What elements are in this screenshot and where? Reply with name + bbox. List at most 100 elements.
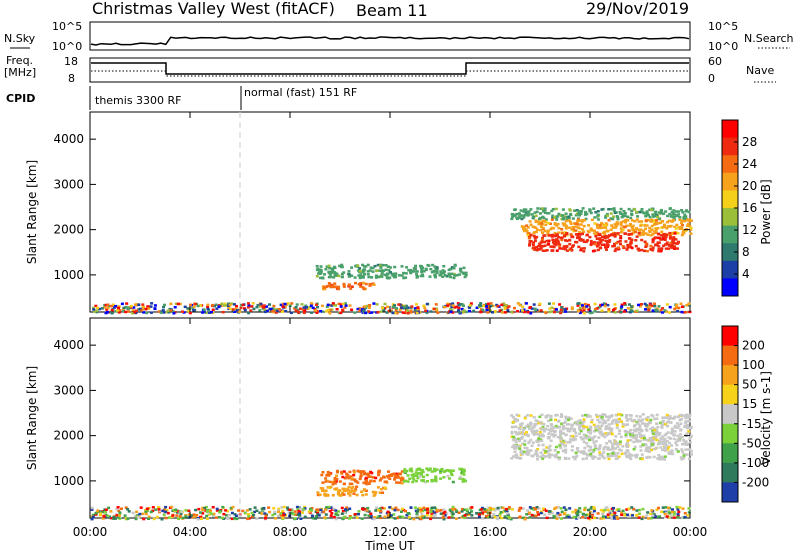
heatmap-cell (648, 436, 652, 440)
heatmap-cell (631, 226, 635, 229)
heatmap-cell (535, 440, 539, 443)
heatmap-cell (649, 208, 653, 212)
heatmap-cell (101, 517, 105, 520)
heatmap-cell (434, 477, 438, 480)
heatmap-cell (464, 273, 468, 277)
heatmap-cell (679, 433, 682, 436)
heatmap-cell (539, 207, 543, 210)
heatmap-cell (568, 514, 572, 517)
heatmap-cell (665, 413, 669, 417)
heatmap-cell (252, 514, 256, 517)
heatmap-cell (590, 311, 594, 315)
heatmap-cell (600, 208, 604, 211)
heatmap-cell (510, 457, 514, 460)
heatmap-cell (319, 511, 323, 515)
heatmap-cell (629, 232, 633, 236)
heatmap-cell (458, 268, 462, 272)
heatmap-cell (458, 475, 462, 479)
heatmap-cell (626, 423, 629, 426)
heatmap-cell (247, 311, 251, 315)
heatmap-cell (662, 423, 666, 426)
heatmap-cell (138, 512, 142, 516)
heatmap-cell (601, 509, 604, 512)
heatmap-cell (582, 247, 586, 250)
y-tick-label: 3000 (53, 177, 84, 191)
heatmap-cell (525, 446, 529, 450)
heatmap-cell (450, 473, 454, 477)
heatmap-cell (640, 453, 644, 456)
heatmap-cell (518, 216, 522, 219)
heatmap-cell (529, 423, 532, 427)
heatmap-cell (330, 270, 334, 273)
heatmap-cell (379, 266, 383, 269)
heatmap-cell (445, 275, 449, 278)
heatmap-cell (111, 303, 115, 306)
heatmap-cell (515, 413, 519, 417)
heatmap-cell (515, 456, 519, 459)
heatmap-cell (614, 447, 618, 450)
heatmap-cell (372, 517, 376, 521)
heatmap-cell (569, 220, 572, 224)
heatmap-cell (663, 238, 667, 241)
heatmap-cell (421, 516, 425, 520)
heatmap-cell (510, 310, 514, 314)
heatmap-cell (481, 517, 485, 520)
heatmap-cell (547, 512, 551, 516)
heatmap-cell (623, 232, 627, 235)
heatmap-cell (425, 311, 429, 315)
heatmap-cell (335, 274, 338, 277)
colorbar-tick-label: -100 (742, 456, 769, 470)
heatmap-cell (659, 234, 663, 237)
heatmap-cell (593, 435, 597, 438)
heatmap-cell (391, 507, 395, 511)
heatmap-cell (227, 304, 230, 307)
heatmap-cell (451, 512, 455, 516)
heatmap-cell (663, 223, 666, 226)
heatmap-cell (644, 214, 648, 218)
heatmap-cell (449, 469, 452, 472)
heatmap-cell (631, 231, 635, 235)
heatmap-cell (431, 510, 435, 513)
heatmap-cell (169, 309, 173, 312)
heatmap-cell (636, 215, 640, 218)
heatmap-cell (338, 489, 342, 492)
heatmap-cell (283, 306, 287, 309)
heatmap-cell (686, 514, 690, 517)
heatmap-cell (518, 515, 522, 518)
heatmap-cell (510, 212, 514, 216)
heatmap-cell (579, 238, 583, 241)
heatmap-cell (613, 249, 617, 253)
heatmap-cell (670, 432, 674, 435)
heatmap-cell (534, 514, 538, 518)
heatmap-cell (400, 507, 404, 511)
heatmap-cell (564, 451, 568, 454)
heatmap-cell (661, 307, 665, 310)
heatmap-cell (118, 511, 122, 514)
heatmap-cell (362, 472, 366, 476)
heatmap-cell (554, 418, 557, 422)
heatmap-cell (449, 470, 453, 474)
heatmap-cell (416, 476, 420, 480)
heatmap-cell (623, 514, 627, 517)
heatmap-cell (536, 207, 540, 210)
heatmap-cell (196, 518, 200, 521)
heatmap-cell (358, 269, 362, 273)
heatmap-cell (369, 512, 373, 515)
heatmap-cell (342, 493, 346, 496)
heatmap-cell (580, 228, 584, 231)
heatmap-cell (372, 516, 376, 519)
heatmap-cell (592, 509, 596, 513)
heatmap-cell (660, 226, 664, 229)
heatmap-cell (318, 493, 322, 497)
heatmap-cell (333, 282, 337, 285)
heatmap-cell (550, 310, 554, 313)
heatmap-cell (578, 510, 582, 514)
heatmap-cell (565, 218, 569, 221)
heatmap-cell (393, 311, 397, 315)
heatmap-cell (628, 237, 632, 240)
heatmap-cell (615, 426, 619, 430)
heatmap-cell (424, 267, 428, 271)
heatmap-cell (599, 453, 603, 457)
heatmap-cell (690, 453, 693, 456)
heatmap-cell (318, 268, 322, 271)
